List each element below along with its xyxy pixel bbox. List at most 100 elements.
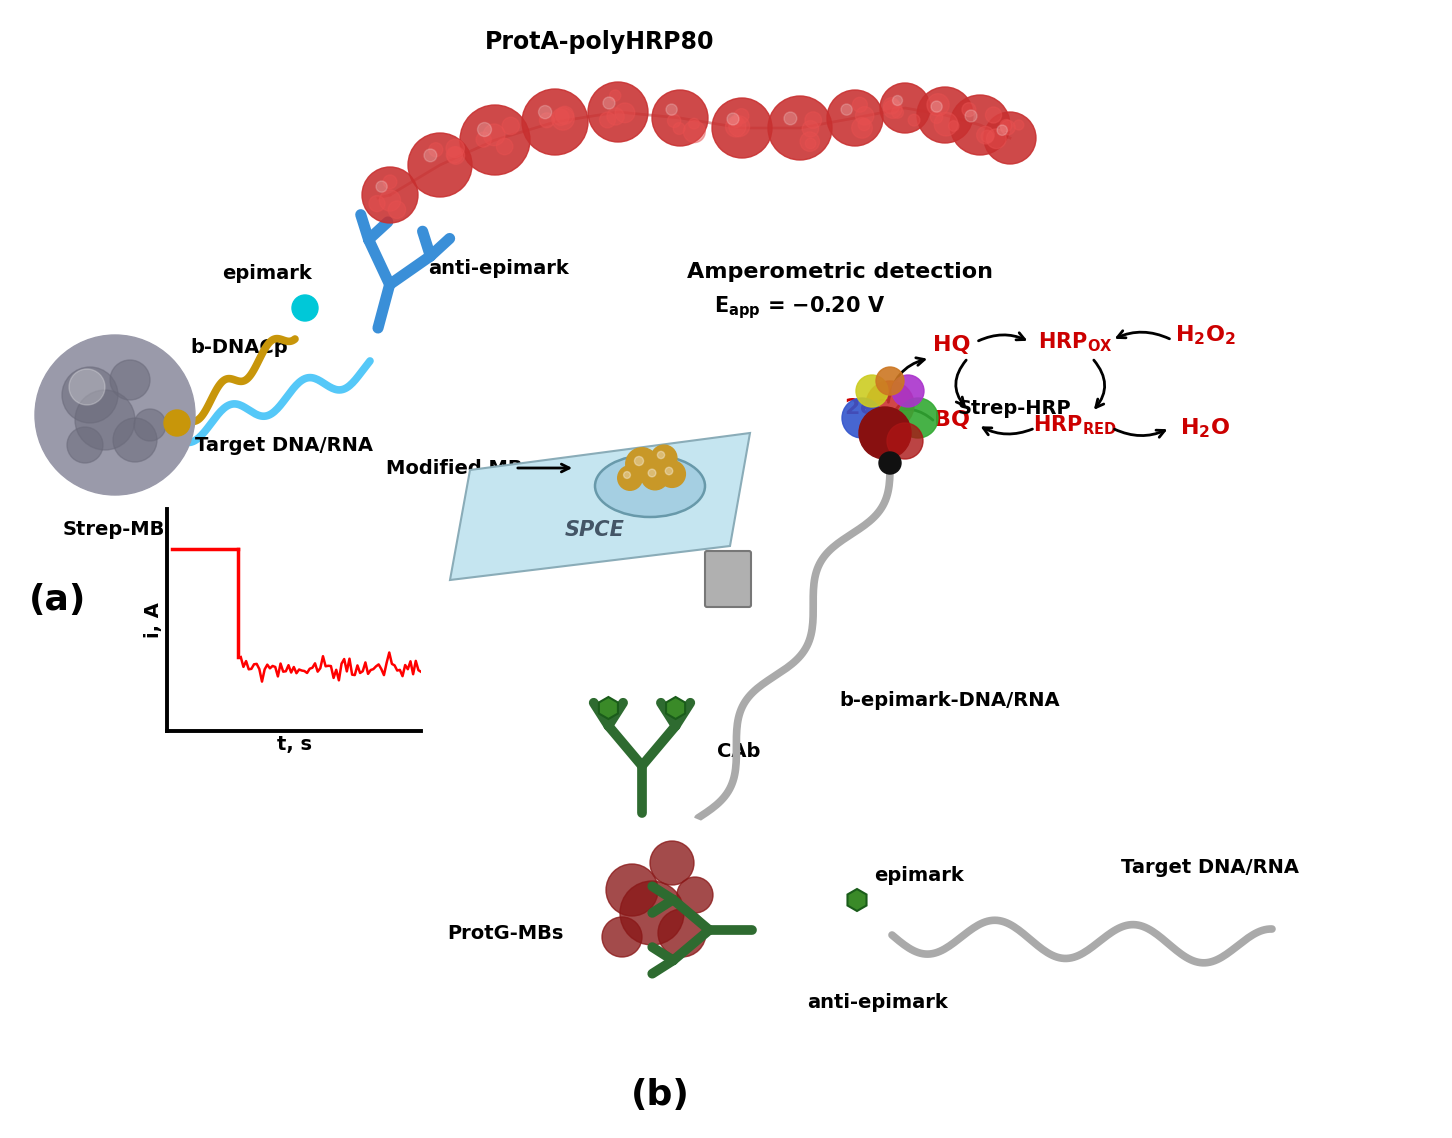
Polygon shape: [598, 696, 619, 719]
Circle shape: [428, 142, 443, 157]
Circle shape: [650, 841, 694, 885]
Circle shape: [603, 97, 616, 109]
Circle shape: [446, 139, 465, 157]
Circle shape: [998, 125, 1008, 135]
Circle shape: [478, 123, 491, 137]
Text: anti-epimark: anti-epimark: [428, 258, 569, 278]
Circle shape: [620, 881, 684, 945]
Circle shape: [476, 132, 491, 147]
Polygon shape: [666, 696, 685, 719]
Circle shape: [642, 462, 669, 489]
Circle shape: [908, 114, 921, 126]
Text: epimark: epimark: [874, 866, 964, 884]
Circle shape: [623, 471, 630, 478]
Text: Modified MBs: Modified MBs: [386, 459, 534, 478]
Circle shape: [711, 98, 772, 158]
Circle shape: [1013, 119, 1024, 130]
Circle shape: [892, 376, 923, 407]
Circle shape: [784, 112, 797, 125]
Text: H$\mathbf{_2}$O: H$\mathbf{_2}$O: [1180, 417, 1230, 439]
Circle shape: [556, 106, 574, 124]
Circle shape: [726, 116, 746, 137]
Text: b-epimark-DNA/RNA: b-epimark-DNA/RNA: [839, 691, 1060, 709]
Circle shape: [113, 418, 157, 462]
Text: HQ: HQ: [934, 335, 971, 355]
Circle shape: [828, 90, 883, 146]
Circle shape: [616, 102, 635, 123]
Circle shape: [677, 877, 713, 913]
FancyArrowPatch shape: [518, 464, 569, 472]
Circle shape: [768, 96, 832, 160]
Circle shape: [388, 201, 405, 218]
Text: HRP$\mathbf{_{OX}}$: HRP$\mathbf{_{OX}}$: [1038, 330, 1112, 354]
FancyArrowPatch shape: [1118, 331, 1169, 339]
Circle shape: [800, 132, 819, 151]
Circle shape: [1000, 121, 1015, 135]
Circle shape: [447, 147, 465, 164]
Circle shape: [658, 909, 706, 957]
Text: Amperometric detection: Amperometric detection: [687, 262, 993, 282]
Circle shape: [982, 130, 993, 142]
Circle shape: [852, 117, 873, 138]
Circle shape: [931, 101, 942, 113]
Circle shape: [931, 112, 942, 124]
Circle shape: [650, 445, 677, 471]
Text: Strep-MBs: Strep-MBs: [62, 520, 177, 539]
Circle shape: [878, 452, 902, 475]
Circle shape: [607, 108, 624, 125]
Circle shape: [883, 100, 902, 118]
Circle shape: [887, 423, 923, 459]
Circle shape: [484, 124, 505, 146]
Circle shape: [966, 110, 977, 122]
Circle shape: [842, 398, 881, 438]
Circle shape: [1000, 119, 1012, 132]
FancyArrowPatch shape: [893, 406, 934, 420]
Circle shape: [539, 106, 552, 118]
Circle shape: [605, 864, 658, 916]
Text: H$\mathbf{_2}$O$\mathbf{_2}$: H$\mathbf{_2}$O$\mathbf{_2}$: [1175, 323, 1236, 347]
FancyArrowPatch shape: [1093, 360, 1105, 407]
FancyArrowPatch shape: [1115, 429, 1165, 437]
Circle shape: [424, 149, 437, 162]
Circle shape: [897, 398, 938, 438]
Circle shape: [892, 107, 903, 118]
Circle shape: [617, 465, 642, 490]
Circle shape: [963, 102, 976, 116]
Circle shape: [893, 96, 903, 106]
Circle shape: [934, 113, 958, 135]
Circle shape: [926, 93, 950, 116]
Circle shape: [666, 104, 677, 115]
Circle shape: [918, 86, 973, 143]
Text: BQ: BQ: [934, 410, 970, 430]
Circle shape: [658, 452, 665, 459]
Text: HRP$\mathbf{_{RED}}$: HRP$\mathbf{_{RED}}$: [1034, 413, 1117, 437]
Circle shape: [134, 409, 166, 442]
Circle shape: [70, 369, 105, 405]
Circle shape: [688, 118, 700, 129]
Circle shape: [948, 121, 958, 131]
Text: Strep-HRP: Strep-HRP: [958, 398, 1072, 418]
Circle shape: [588, 82, 648, 142]
Polygon shape: [848, 889, 867, 912]
Circle shape: [806, 138, 816, 149]
Y-axis label: i, A: i, A: [144, 602, 163, 637]
FancyBboxPatch shape: [706, 551, 751, 607]
Circle shape: [883, 98, 900, 114]
Circle shape: [986, 107, 1002, 123]
FancyArrowPatch shape: [955, 360, 966, 405]
Circle shape: [984, 112, 1035, 164]
Text: (b): (b): [630, 1078, 690, 1112]
Circle shape: [35, 335, 195, 495]
Circle shape: [67, 427, 103, 463]
Text: CAb: CAb: [717, 742, 761, 760]
Circle shape: [552, 107, 575, 130]
Circle shape: [369, 196, 385, 212]
Circle shape: [804, 112, 822, 129]
Circle shape: [408, 133, 472, 197]
Circle shape: [603, 917, 642, 957]
Circle shape: [977, 126, 995, 145]
Circle shape: [110, 360, 150, 399]
Text: (a): (a): [29, 583, 87, 617]
Ellipse shape: [595, 455, 706, 517]
Circle shape: [858, 118, 870, 131]
